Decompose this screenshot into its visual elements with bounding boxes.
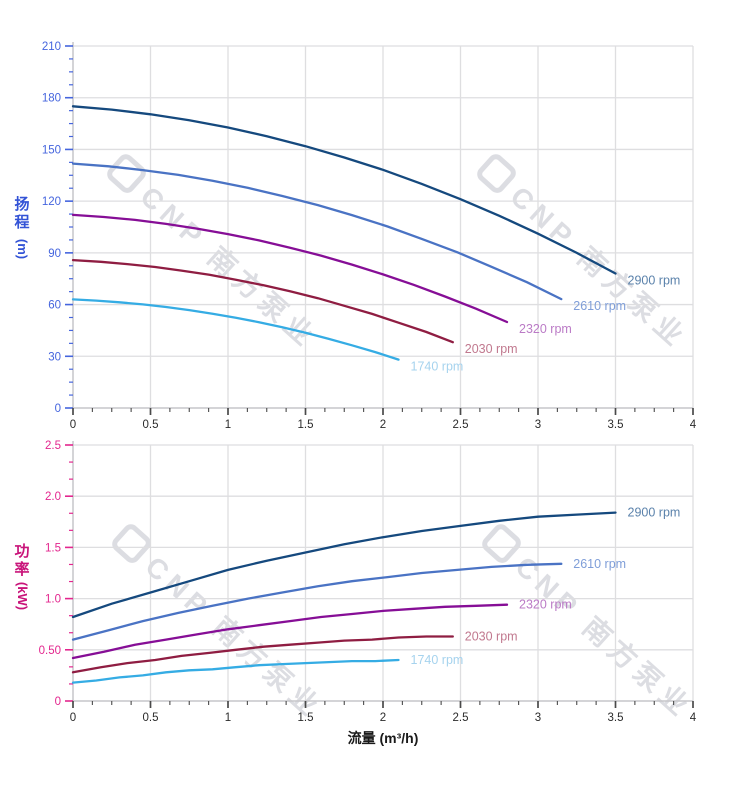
series-2320-rpm: 2320 rpm [71, 213, 572, 336]
axis-title-unit: (m) [15, 238, 30, 260]
svg-text:2: 2 [380, 712, 386, 724]
rpm-label: 2610 rpm [573, 299, 626, 313]
series-2610-rpm: 2610 rpm [71, 162, 626, 313]
svg-text:3.5: 3.5 [608, 419, 624, 431]
svg-text:120: 120 [42, 196, 61, 208]
series-2030-rpm: 2030 rpm [71, 258, 518, 356]
svg-text:3.5: 3.5 [608, 712, 624, 724]
power-axis-title: 功率 (kW) [8, 543, 36, 610]
x-axis-ticks: 0 0.5 1 1.5 2 2.5 3 3.5 4 [70, 701, 697, 724]
svg-text:180: 180 [42, 93, 61, 105]
svg-text:4: 4 [690, 712, 697, 724]
svg-text:30: 30 [48, 351, 61, 363]
y-axis-ticks: 0 30 60 90 120 150 180 210 [42, 41, 73, 415]
series-2610-rpm: 2610 rpm [71, 557, 626, 641]
curve [71, 258, 454, 344]
series-1740-rpm: 1740 rpm [71, 298, 464, 374]
gridlines [73, 444, 694, 701]
svg-text:0: 0 [55, 403, 61, 415]
series-2900-rpm: 2900 rpm [71, 506, 681, 619]
curve [71, 162, 563, 301]
series-2900-rpm: 2900 rpm [71, 105, 681, 288]
curve [71, 562, 563, 641]
rpm-label: 1740 rpm [411, 653, 464, 667]
svg-text:0: 0 [70, 712, 76, 724]
svg-text:1.5: 1.5 [298, 419, 314, 431]
svg-text:1: 1 [225, 419, 231, 431]
svg-text:1: 1 [225, 712, 231, 724]
axis-title-char: 率 [14, 561, 30, 578]
x-axis-ticks: 0 0.5 1 1.5 2 2.5 3 3.5 4 [70, 408, 697, 431]
rpm-label: 2030 rpm [465, 342, 518, 356]
curve [71, 298, 400, 361]
rpm-label: 2610 rpm [573, 557, 626, 571]
curve [71, 105, 617, 275]
axis-title-unit: (kW) [15, 581, 31, 611]
rpm-label: 2320 rpm [519, 598, 572, 612]
rpm-label: 1740 rpm [411, 360, 464, 374]
head-chart: 0 30 60 90 120 150 180 210 0 0.5 1 1.5 2 2.5 3 3.5 4 2900… [42, 41, 697, 431]
svg-text:150: 150 [42, 144, 61, 156]
curve [71, 213, 509, 324]
svg-text:1.0: 1.0 [45, 594, 61, 606]
y-axis-ticks: 0 0.50 1.0 1.5 2.0 2.5 [39, 440, 73, 708]
svg-text:2.5: 2.5 [453, 712, 469, 724]
svg-text:60: 60 [48, 300, 61, 312]
svg-text:0.50: 0.50 [39, 645, 61, 657]
svg-text:2: 2 [380, 419, 386, 431]
rpm-label: 2320 rpm [519, 322, 572, 336]
svg-text:3: 3 [535, 419, 541, 431]
series-1740-rpm: 1740 rpm [71, 653, 464, 684]
curve [71, 603, 509, 660]
power-chart: 0 0.50 1.0 1.5 2.0 2.5 0 0.5 1 1.5 2 2.5 3 3.5 4 2900 r… [39, 440, 697, 724]
svg-text:3: 3 [535, 712, 541, 724]
curve [71, 658, 400, 684]
svg-text:1.5: 1.5 [45, 542, 61, 554]
rpm-label: 2900 rpm [628, 506, 681, 520]
svg-text:2.5: 2.5 [453, 419, 469, 431]
svg-text:1.5: 1.5 [298, 712, 314, 724]
head-axis-title: 扬程 (m) [8, 196, 36, 260]
svg-text:90: 90 [48, 248, 61, 260]
svg-text:0: 0 [70, 419, 76, 431]
rpm-label: 2030 rpm [465, 629, 518, 643]
rpm-label: 2900 rpm [628, 274, 681, 288]
svg-text:4: 4 [690, 419, 697, 431]
svg-text:2.5: 2.5 [45, 440, 61, 452]
axis-title-char: 功 [14, 543, 30, 560]
svg-text:2.0: 2.0 [45, 491, 61, 503]
svg-text:0.5: 0.5 [143, 419, 159, 431]
svg-text:0: 0 [55, 696, 61, 708]
axis-title-char: 程 [14, 214, 30, 231]
gridlines [73, 45, 694, 408]
curve [71, 511, 617, 619]
svg-text:0.5: 0.5 [143, 712, 159, 724]
series-2030-rpm: 2030 rpm [71, 629, 518, 674]
axis-title-char: 扬 [14, 196, 30, 213]
curve [71, 635, 454, 674]
flow-axis-title: 流量 (m³/h) [347, 730, 419, 746]
svg-text:210: 210 [42, 41, 61, 53]
series-2320-rpm: 2320 rpm [71, 598, 572, 660]
